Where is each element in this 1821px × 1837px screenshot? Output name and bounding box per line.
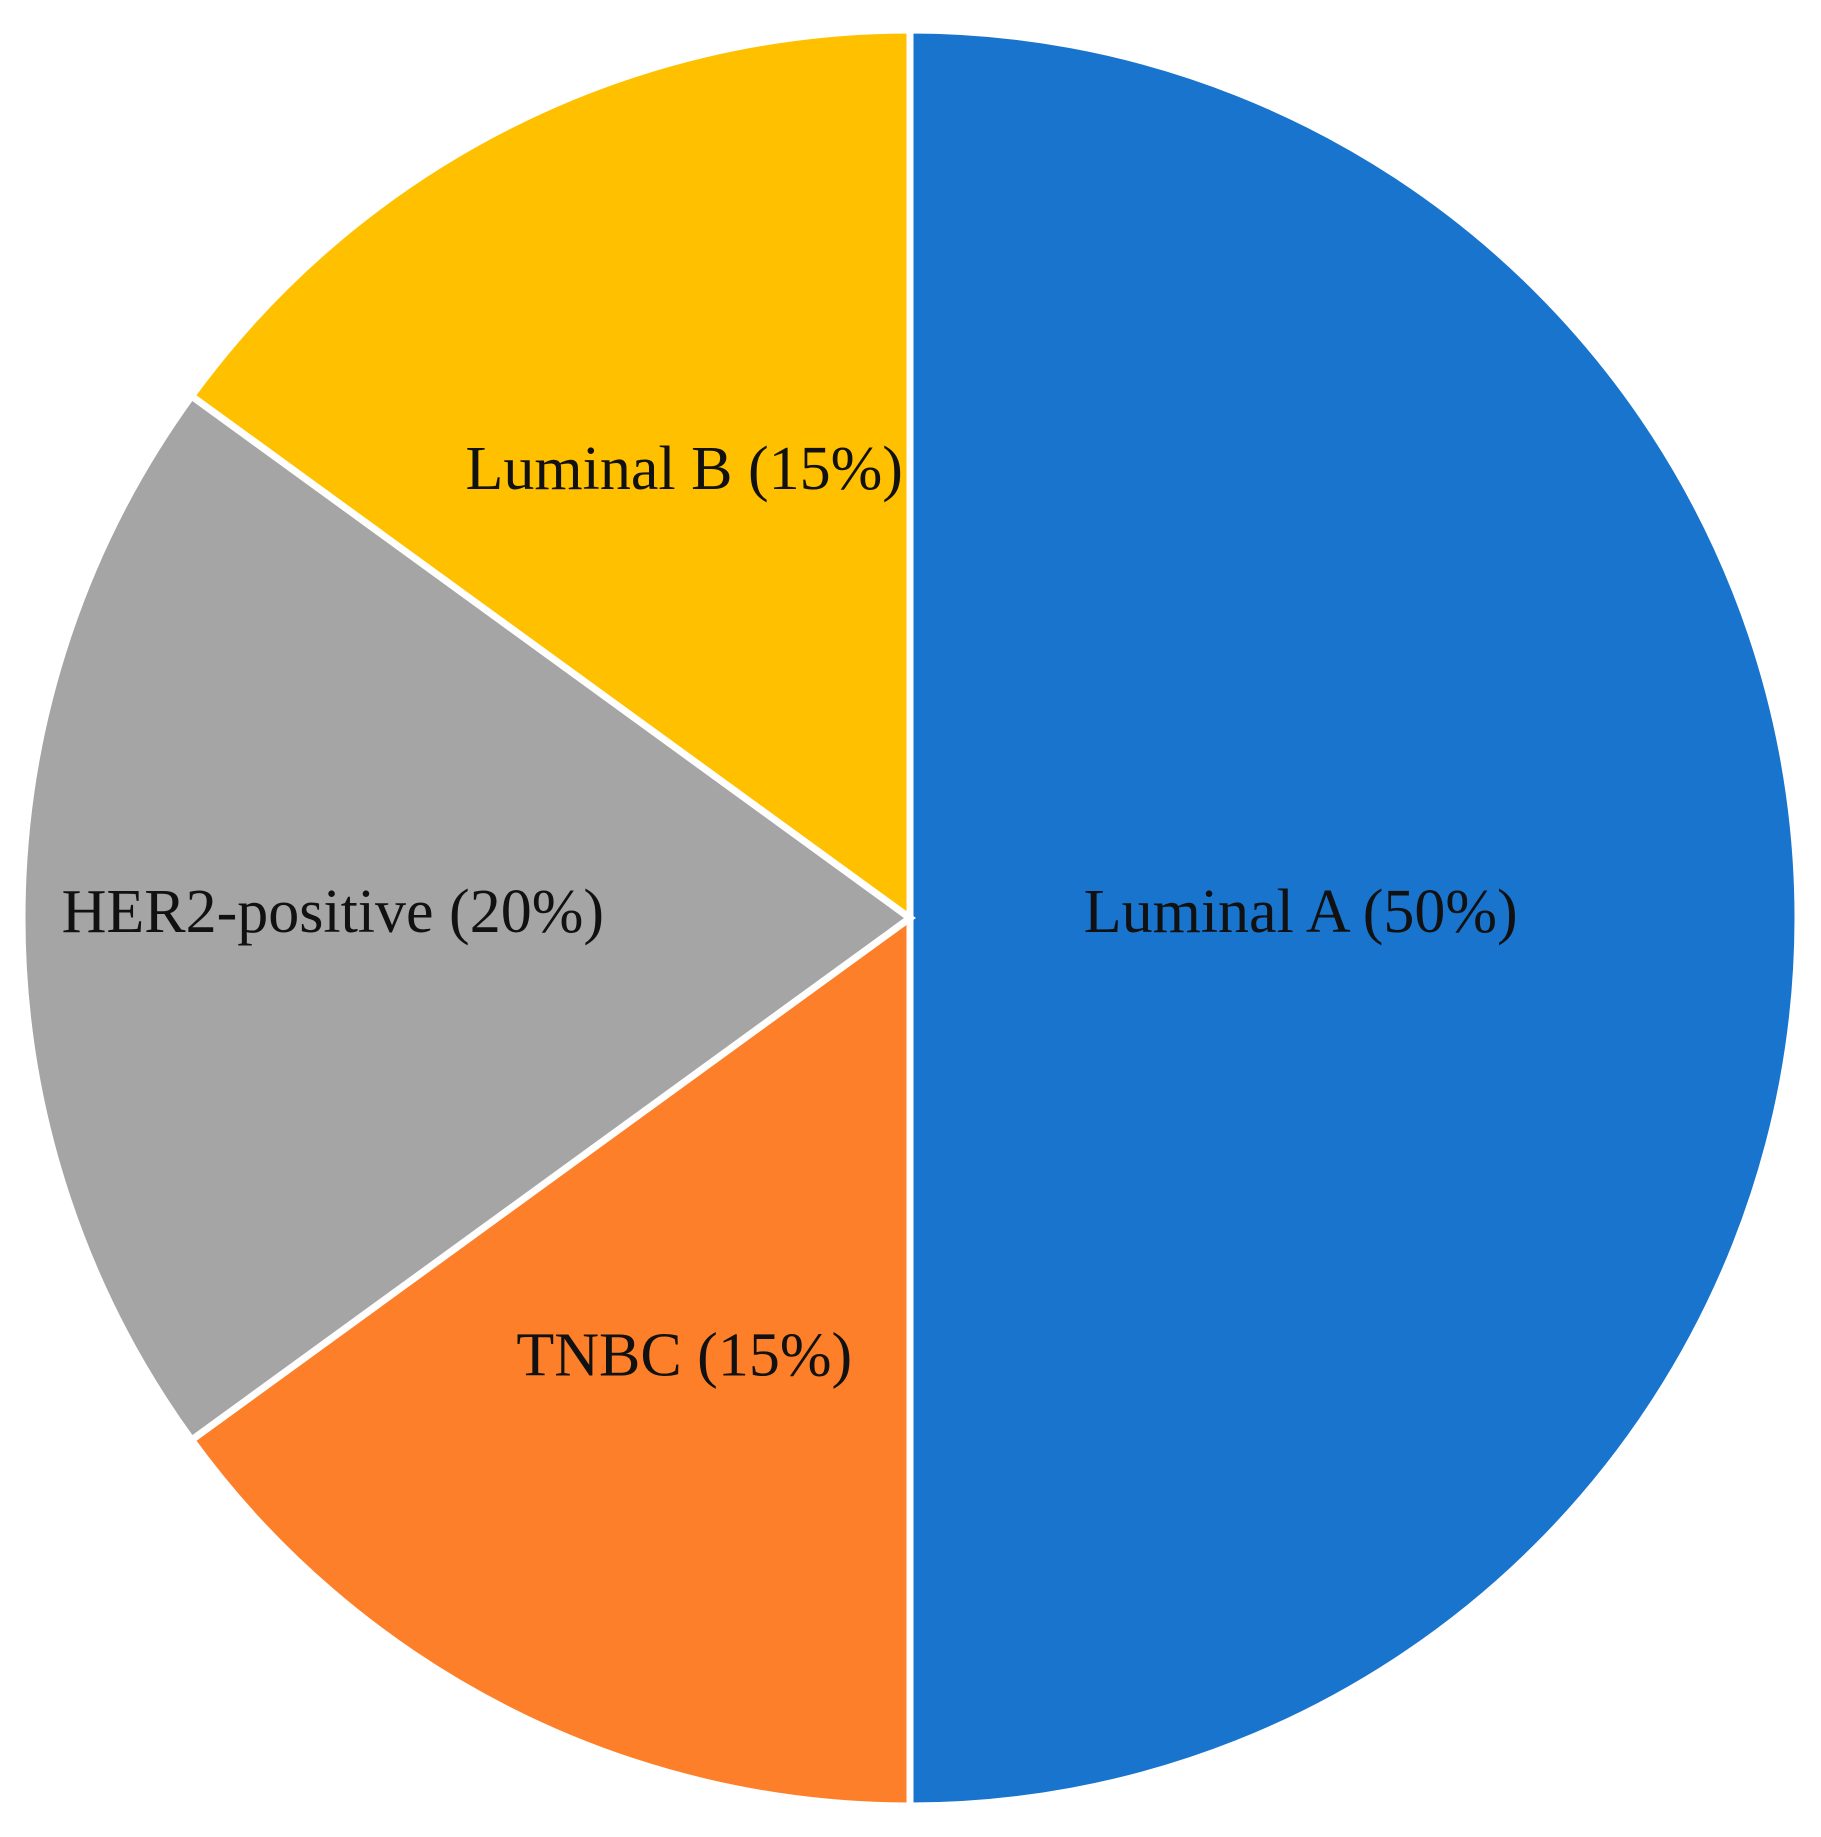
pie-slices	[18, 26, 1802, 1810]
pie-slice	[186, 911, 914, 1810]
pie-slice	[906, 26, 1802, 1810]
pie-slice-label: Luminal A (50%)	[1084, 878, 1518, 946]
pie-slice	[18, 391, 916, 1445]
pie-labels: Luminal A (50%) TNBC (15%) HER2-positive (…	[62, 435, 1518, 1389]
pie-slice	[186, 26, 914, 925]
pie-slice-label: TNBC (15%)	[516, 1321, 852, 1389]
pie-slice-label: HER2-positive (20%)	[62, 878, 604, 946]
pie-slice-label: Luminal B (15%)	[466, 435, 903, 503]
